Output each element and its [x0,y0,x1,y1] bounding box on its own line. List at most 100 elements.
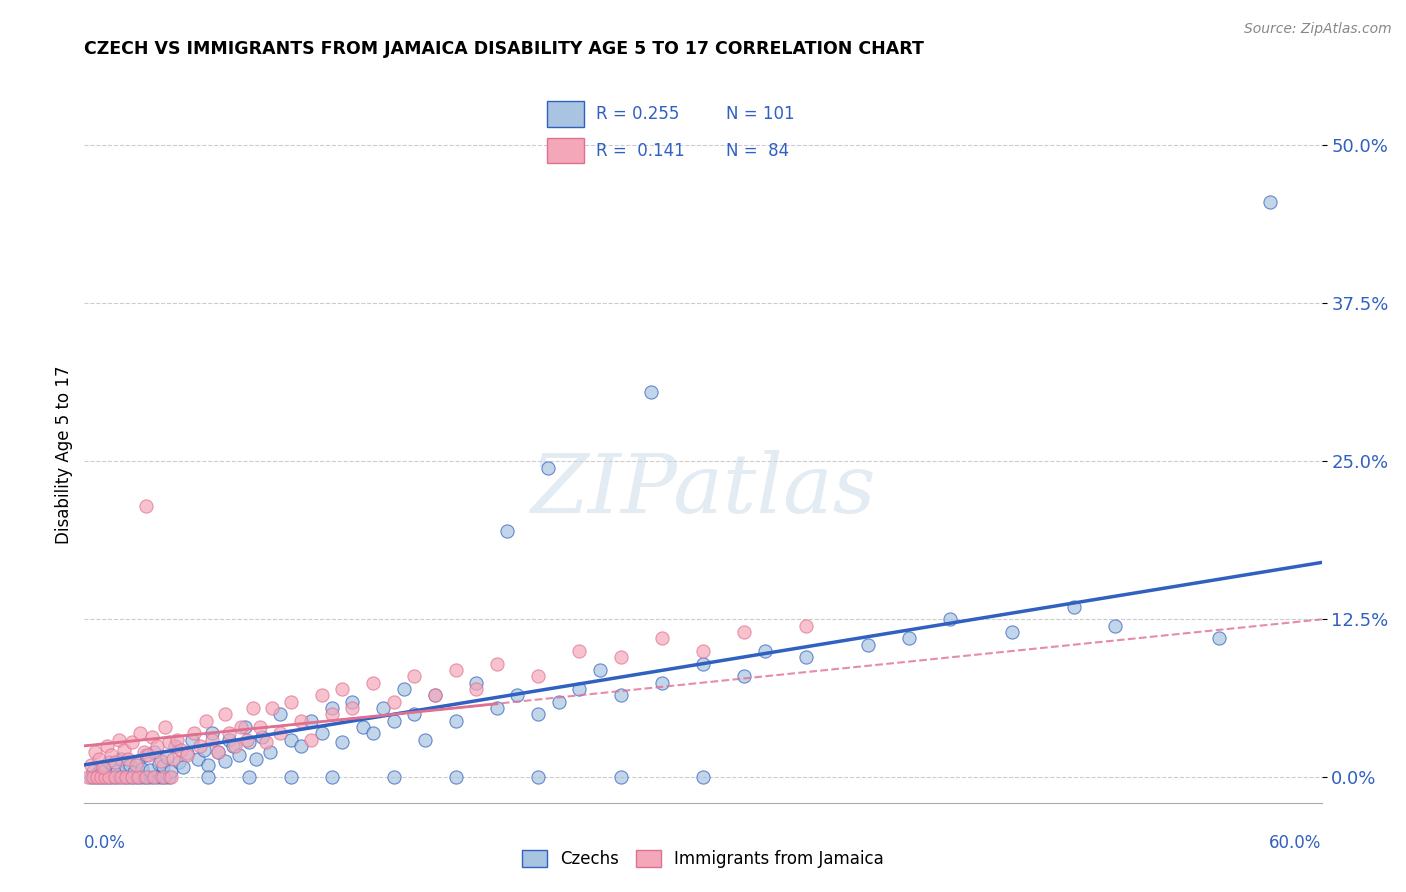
Point [651,632,673,646]
Point [100,771,122,785]
Point [373,701,395,715]
Point [103,759,125,773]
Point [86,771,108,785]
Point [236,732,259,747]
Text: CZECH VS IMMIGRANTS FROM JAMAICA DISABILITY AGE 5 TO 17 CORRELATION CHART: CZECH VS IMMIGRANTS FROM JAMAICA DISABIL… [84,40,924,58]
Point [856,638,879,652]
Point [280,732,302,747]
Point [733,625,755,640]
Point [568,644,591,658]
Point [1208,632,1230,646]
Point [135,747,157,762]
Point [228,747,250,762]
Point [527,771,550,785]
Point [260,701,283,715]
Point [794,618,817,632]
Point [153,771,176,785]
Point [134,771,156,785]
Point [444,663,467,677]
Point [444,714,467,728]
Point [96,771,118,785]
Point [382,714,405,728]
Point [121,771,143,785]
Point [361,675,384,690]
Point [90,771,112,785]
Point [157,771,180,785]
Point [91,771,114,785]
Point [1063,599,1085,614]
Point [86,766,108,780]
Point [139,763,162,777]
Point [157,735,180,749]
Text: 0.0%: 0.0% [84,834,127,852]
Point [129,771,152,785]
Point [485,701,508,715]
Point [290,714,312,728]
Point [1001,625,1024,640]
Point [733,669,755,683]
Text: ZIPatlas: ZIPatlas [530,450,876,530]
Point [311,688,333,702]
Point [156,750,179,764]
Point [136,771,159,785]
Point [207,745,229,759]
Point [152,771,174,785]
Point [127,771,149,785]
Point [129,726,152,740]
Point [321,701,343,715]
Point [280,695,302,709]
Point [754,644,776,658]
Point [160,771,183,785]
Point [79,757,101,772]
Point [131,762,153,776]
Point [207,745,229,759]
Point [135,771,157,785]
Point [201,732,224,747]
Point [352,720,374,734]
Point [110,751,132,765]
Point [249,720,271,734]
FancyBboxPatch shape [547,137,583,163]
Point [176,747,198,762]
Point [485,657,508,671]
Point [187,751,209,765]
Point [135,499,157,513]
Point [152,759,174,773]
Point [413,732,436,747]
Point [537,460,560,475]
Text: N = 101: N = 101 [725,105,794,123]
Point [125,771,148,785]
Point [122,765,145,780]
Point [98,771,121,785]
Point [250,730,273,744]
Point [143,771,166,785]
Point [382,695,405,709]
Point [269,707,291,722]
Point [224,739,246,753]
Point [222,739,245,753]
Point [299,714,322,728]
Point [141,730,163,744]
Point [105,764,128,779]
Point [114,760,136,774]
Point [83,771,105,785]
Point [91,760,114,774]
Point [238,771,260,785]
Point [87,771,110,785]
Point [404,707,426,722]
Point [1104,618,1126,632]
Point [118,757,141,772]
Point [143,745,166,759]
Point [692,771,714,785]
Legend: Czechs, Immigrants from Jamaica: Czechs, Immigrants from Jamaica [516,843,890,874]
Point [651,675,673,690]
Point [145,739,167,753]
Point [692,644,714,658]
Point [568,681,591,696]
Point [166,732,188,747]
Y-axis label: Disability Age 5 to 17: Disability Age 5 to 17 [55,366,73,544]
Point [496,524,519,538]
Point [506,688,529,702]
Text: N =  84: N = 84 [725,142,789,160]
Point [94,771,117,785]
